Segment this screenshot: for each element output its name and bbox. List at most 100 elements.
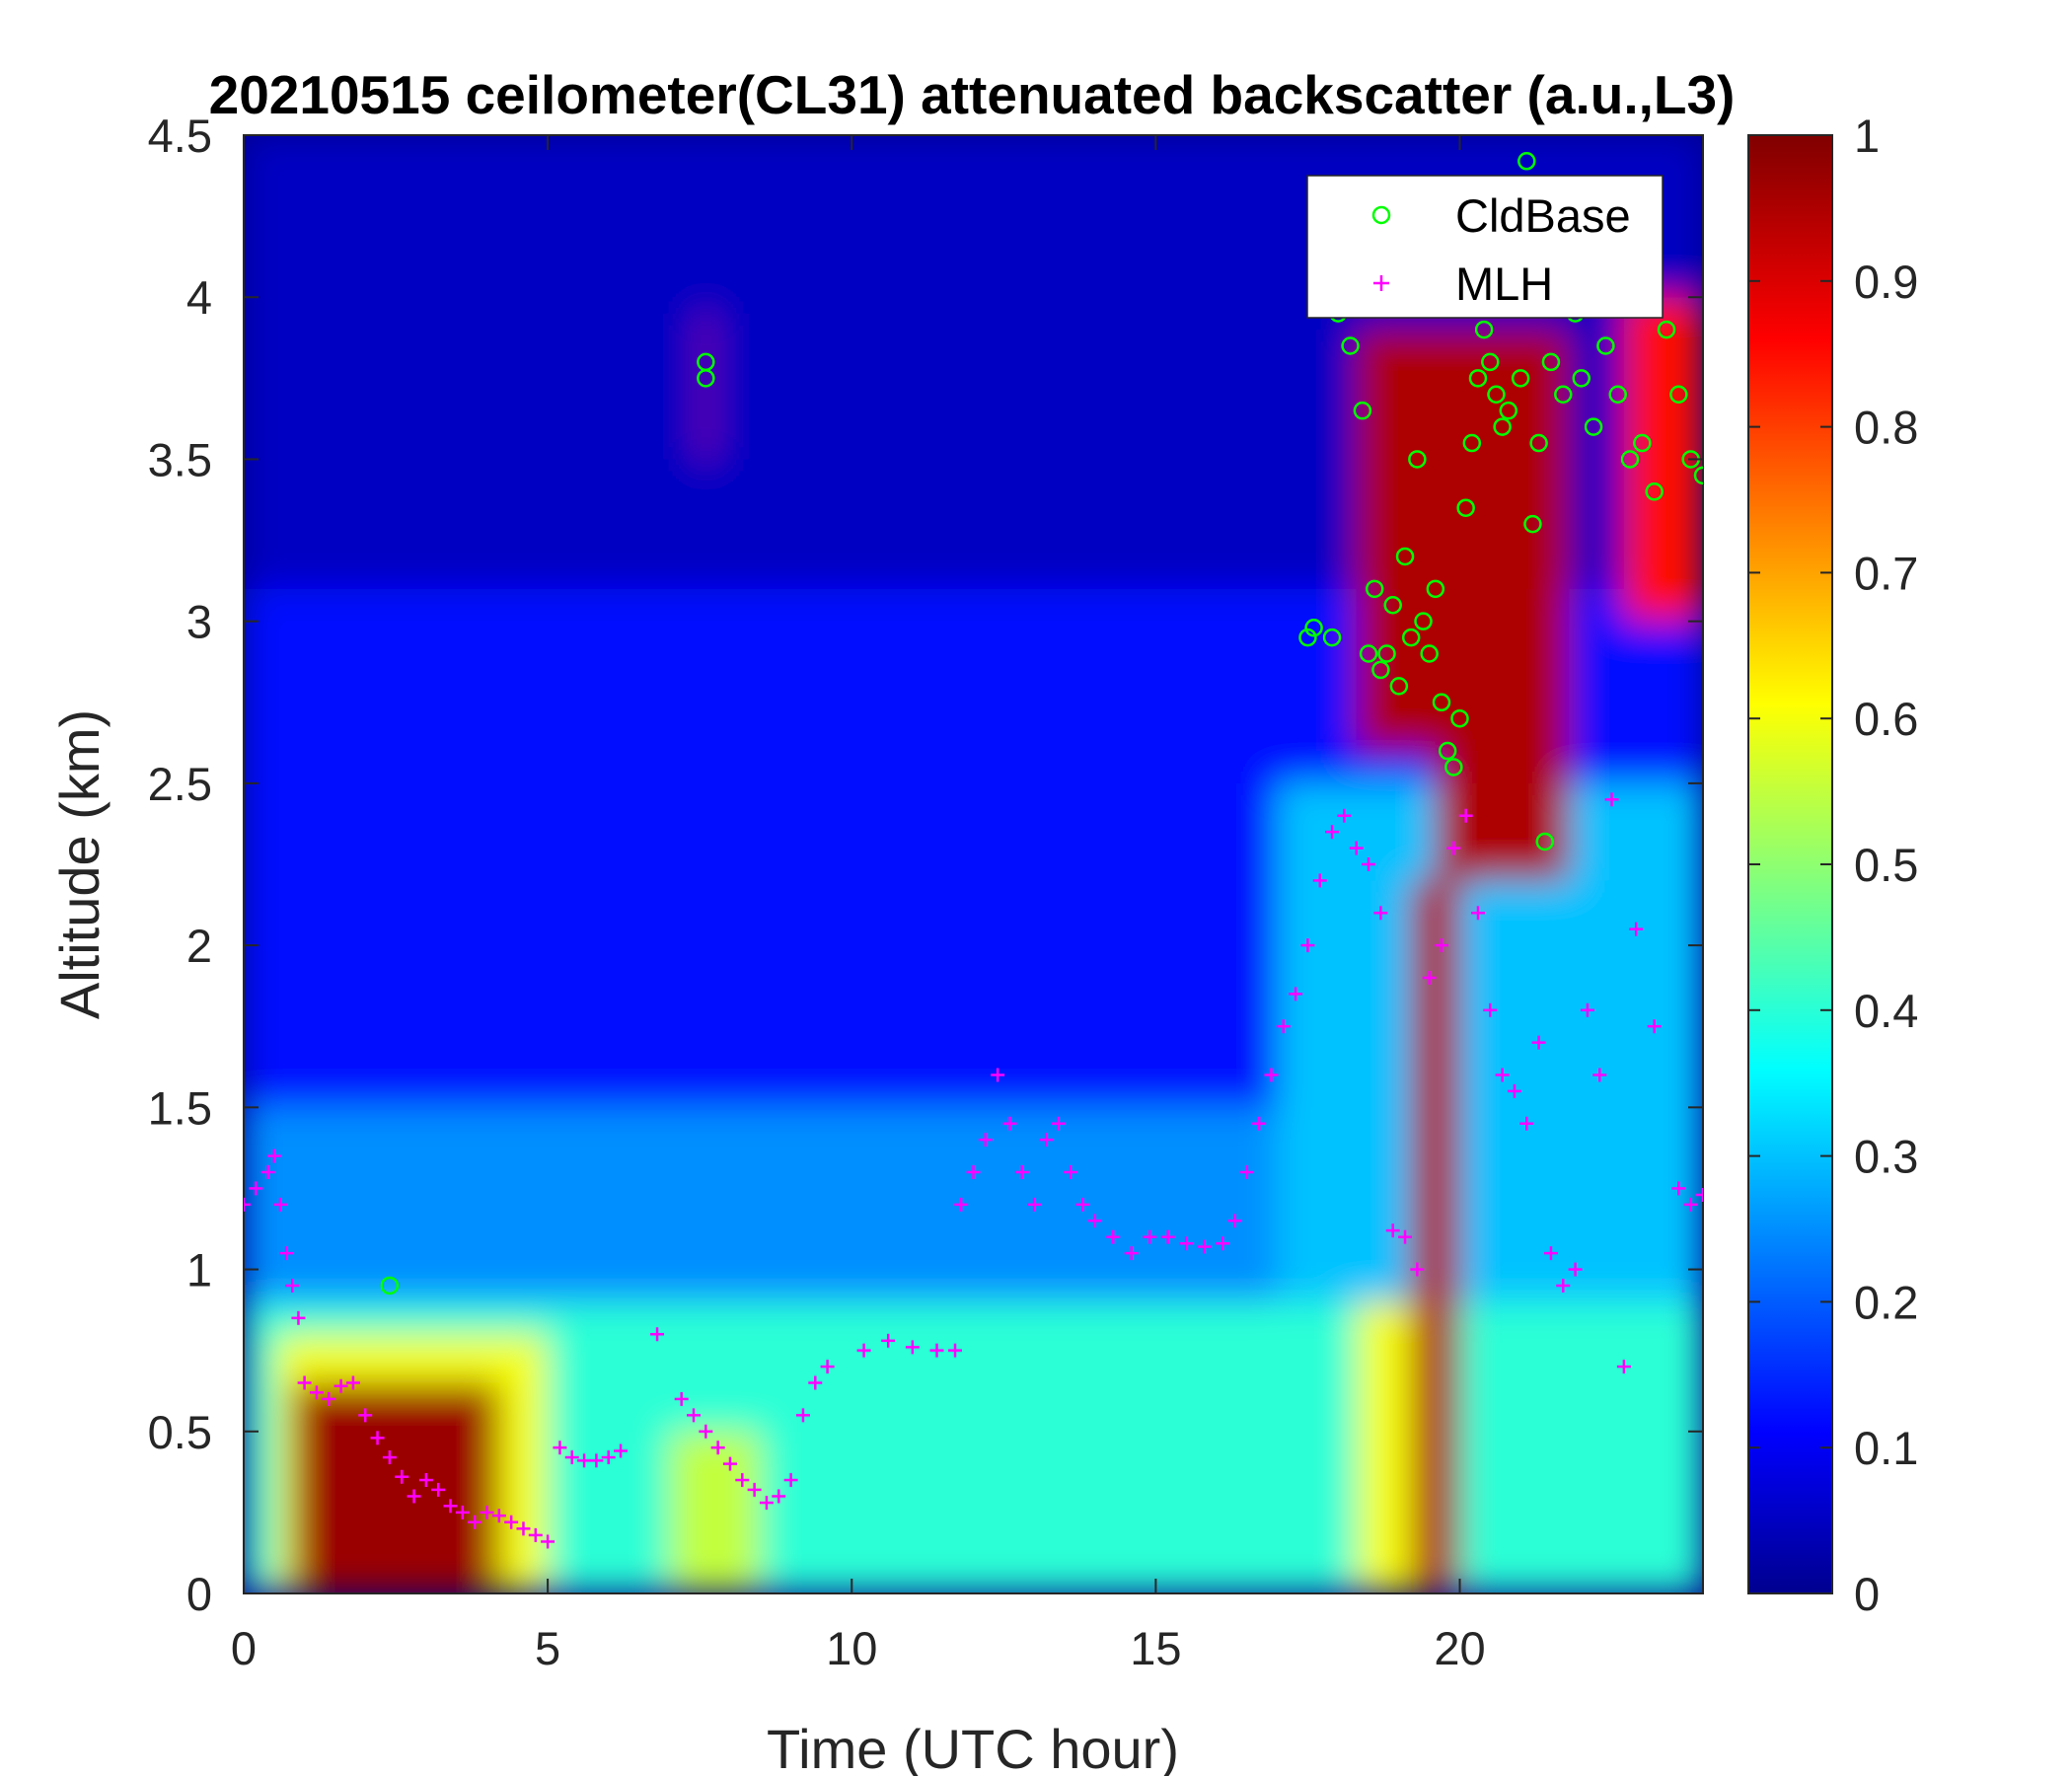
y-tick-label: 4.5 bbox=[148, 110, 212, 162]
legend-cldbase-marker bbox=[1371, 205, 1391, 225]
mlh-point bbox=[285, 1278, 300, 1293]
mlh-point bbox=[1075, 1197, 1090, 1212]
cldbase-point bbox=[1304, 618, 1323, 637]
mlh-point bbox=[1362, 857, 1376, 871]
mlh-point bbox=[991, 1068, 1005, 1082]
y-tick-label: 3.5 bbox=[148, 433, 212, 485]
y-tick-label: 1.5 bbox=[148, 1081, 212, 1134]
heatmap-region-9 bbox=[1411, 880, 1460, 1593]
mlh-point bbox=[244, 1197, 251, 1212]
mlh-point bbox=[1398, 1229, 1413, 1244]
mlh-point bbox=[1543, 1246, 1558, 1261]
mlh-point bbox=[1252, 1116, 1267, 1131]
cldbase-point bbox=[1657, 320, 1676, 339]
mlh-point bbox=[1629, 922, 1644, 936]
mlh-point bbox=[418, 1473, 433, 1488]
mlh-point bbox=[1289, 987, 1303, 1001]
colorbar-tick-label: 0 bbox=[1854, 1568, 1880, 1620]
mlh-point bbox=[881, 1333, 896, 1348]
cldbase-point bbox=[380, 1276, 400, 1295]
mlh-point bbox=[614, 1443, 629, 1458]
mlh-point bbox=[1349, 841, 1364, 855]
x-axis: 0 5 10 15 20 bbox=[231, 135, 1486, 1674]
mlh-point bbox=[1616, 1360, 1631, 1374]
cldbase-point bbox=[1298, 628, 1317, 647]
colorbar-tick-label: 0.2 bbox=[1854, 1276, 1918, 1328]
y-tick-label: 0 bbox=[186, 1568, 212, 1620]
chart-title: 20210515 ceilometer(CL31) attenuated bac… bbox=[209, 64, 1736, 125]
y-tick-label: 2.5 bbox=[148, 758, 212, 810]
mlh-point bbox=[1160, 1229, 1175, 1244]
mlh-point bbox=[1276, 1019, 1291, 1034]
cldbase-point bbox=[1554, 385, 1573, 405]
cldbase-point bbox=[1608, 385, 1627, 405]
mlh-point bbox=[1458, 808, 1473, 823]
mlh-point bbox=[528, 1527, 543, 1542]
mlh-point bbox=[504, 1515, 519, 1529]
mlh-point bbox=[564, 1450, 579, 1465]
y-tick-label: 3 bbox=[186, 596, 212, 648]
mlh-point bbox=[1592, 1068, 1607, 1082]
cldbase-point bbox=[1474, 320, 1494, 339]
colorbar-tick-label: 0.9 bbox=[1854, 256, 1918, 308]
cldbase-point bbox=[1438, 741, 1457, 761]
mlh-point bbox=[443, 1499, 458, 1514]
cldbase-point bbox=[1462, 433, 1482, 453]
mlh-point bbox=[1216, 1236, 1230, 1251]
mlh-point bbox=[1507, 1083, 1521, 1098]
mlh-point bbox=[480, 1505, 494, 1519]
mlh-point bbox=[699, 1424, 713, 1439]
cldbase-point bbox=[1341, 336, 1360, 355]
mlh-point bbox=[1264, 1068, 1279, 1082]
mlh-point bbox=[266, 1148, 281, 1163]
mlh-point bbox=[1519, 1116, 1534, 1131]
mlh-point bbox=[491, 1509, 506, 1523]
mlh-point bbox=[358, 1408, 373, 1423]
colorbar-ticks: 0 0.1 0.2 0.3 0.4 0.5 0.6 0.7 0.8 0.9 1 bbox=[1748, 110, 1918, 1620]
mlh-point bbox=[541, 1534, 555, 1549]
cldbase-point bbox=[1523, 514, 1542, 534]
mlh-point bbox=[1470, 906, 1485, 921]
mlh-point bbox=[687, 1408, 702, 1423]
mlh-point bbox=[309, 1385, 324, 1400]
cldbase-point bbox=[1584, 417, 1603, 436]
cldbase-point bbox=[1359, 644, 1378, 663]
colorbar-tick-label: 0.8 bbox=[1854, 402, 1918, 454]
cldbase-point bbox=[1353, 401, 1372, 420]
y-tick-label: 4 bbox=[186, 271, 212, 324]
mlh-point bbox=[1647, 1019, 1662, 1034]
legend-box bbox=[1306, 175, 1664, 319]
mlh-point bbox=[759, 1496, 774, 1511]
x-axis-label: Time (UTC hour) bbox=[767, 1718, 1179, 1776]
colorbar-tick-label: 0.3 bbox=[1854, 1131, 1918, 1183]
mlh-point bbox=[808, 1375, 823, 1390]
cldbase-point bbox=[1693, 466, 1703, 485]
heatmap-region-8 bbox=[292, 1382, 499, 1593]
x-tick-label: 5 bbox=[535, 1622, 560, 1674]
mlh-point bbox=[395, 1469, 409, 1484]
mlh-point bbox=[345, 1375, 360, 1390]
mlh-point bbox=[1312, 873, 1327, 888]
cldbase-point bbox=[1432, 693, 1451, 712]
mlh-point bbox=[735, 1473, 750, 1488]
mlh-point bbox=[1039, 1133, 1054, 1147]
legend: CldBase MLH bbox=[1306, 175, 1664, 319]
mlh-point bbox=[1495, 1068, 1510, 1082]
mlh-point bbox=[783, 1473, 798, 1488]
cldbase-point bbox=[1481, 352, 1500, 372]
colorbar-tick-label: 1 bbox=[1854, 110, 1880, 162]
cldbase-point bbox=[1517, 152, 1536, 171]
mlh-point bbox=[1027, 1197, 1042, 1212]
mlh-point bbox=[1373, 906, 1388, 921]
plot-frame bbox=[243, 134, 1704, 1594]
cldbase-point bbox=[1383, 595, 1402, 615]
mlh-point bbox=[905, 1340, 920, 1355]
mlh-point bbox=[1604, 792, 1619, 807]
mlh-point bbox=[1337, 808, 1352, 823]
cldbase-point bbox=[1426, 579, 1445, 599]
mlh-point bbox=[1300, 938, 1315, 953]
mlh-point bbox=[322, 1391, 336, 1406]
series-layer bbox=[244, 152, 1703, 1549]
cldbase-point bbox=[1487, 385, 1506, 405]
